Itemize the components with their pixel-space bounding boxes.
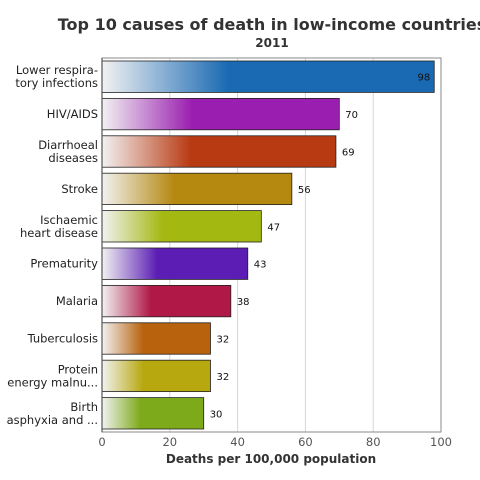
data-label: 47 — [267, 222, 280, 233]
category-label: Malaria — [56, 294, 98, 308]
data-label: 98 — [417, 73, 430, 84]
x-tick-labels: 0 20 40 60 80 100 — [98, 435, 452, 449]
data-label: 32 — [216, 335, 229, 346]
bar — [101, 247, 249, 280]
x-axis-title: Deaths per 100,000 population — [166, 452, 376, 466]
x-tick-label: 20 — [162, 435, 177, 449]
chart-title: Top 10 causes of death in low-income cou… — [58, 15, 480, 34]
x-tick-label: 100 — [430, 435, 452, 449]
category-label: Stroke — [61, 182, 98, 196]
bar — [101, 359, 211, 393]
category-label: Ischaemic heart disease — [20, 213, 98, 240]
category-labels: Lower respira-tory infections HIV/AIDS Dia… — [7, 63, 99, 427]
category-label: HIV/AIDS — [47, 107, 98, 121]
bar — [101, 397, 205, 430]
bar — [101, 284, 232, 318]
category-label: Tuberculosis — [27, 332, 98, 346]
value-labels: 98 70 69 56 47 43 38 32 32 30 — [210, 73, 431, 421]
category-label: Diarrhoeal diseases — [38, 138, 98, 165]
bar — [101, 322, 211, 355]
bar — [101, 60, 435, 93]
category-label: Prematurity — [30, 257, 98, 271]
category-label: Birth asphyxia and ... — [7, 400, 98, 427]
data-label: 38 — [237, 297, 250, 308]
x-tick-label: 40 — [230, 435, 245, 449]
bar — [101, 210, 262, 243]
data-label: 69 — [342, 148, 355, 159]
chart-subtitle: 2011 — [255, 36, 288, 50]
x-tick-label: 60 — [298, 435, 313, 449]
x-tick-label: 80 — [366, 435, 381, 449]
bars — [101, 60, 435, 430]
bar — [101, 172, 293, 206]
data-label: 56 — [298, 185, 311, 196]
bar — [101, 97, 340, 131]
data-label: 43 — [254, 260, 267, 271]
data-label: 70 — [345, 110, 358, 121]
category-label: Lower respira-tory infections — [15, 63, 98, 90]
bar — [101, 135, 337, 168]
x-tick-label: 0 — [98, 435, 105, 449]
category-label: Protein energy malnu... — [7, 362, 98, 389]
data-label: 30 — [210, 409, 223, 420]
data-label: 32 — [216, 372, 229, 383]
